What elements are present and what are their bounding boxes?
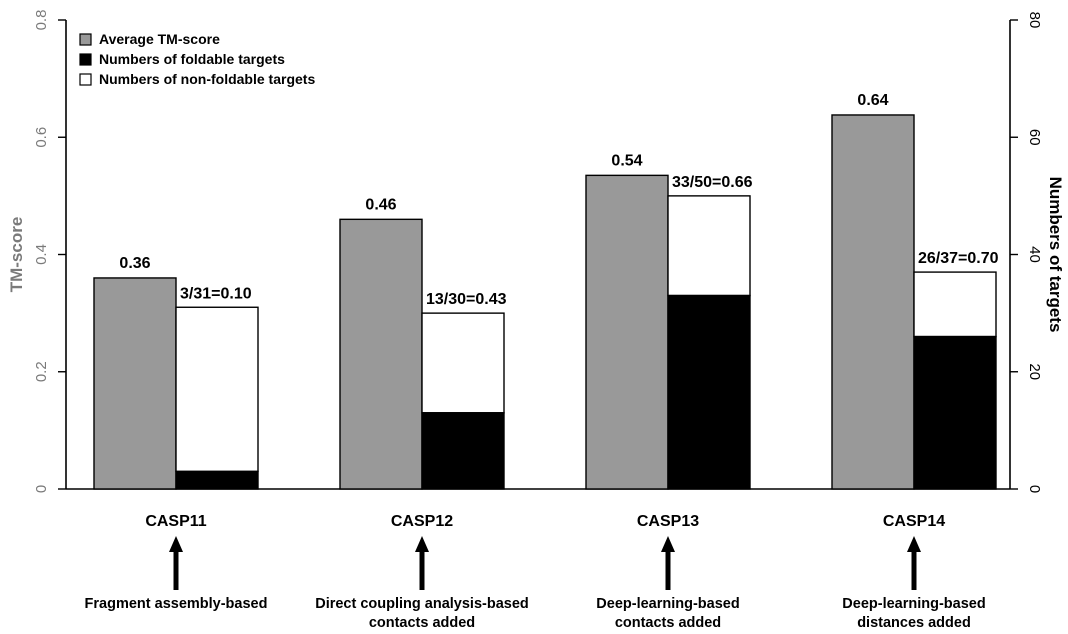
ratio-label: 3/31=0.10 [180,285,252,302]
bars [93,114,997,490]
right-tick-label: 20 [1026,363,1043,380]
left-tick-label: 0 [33,485,50,493]
arrow-head [169,536,183,552]
method-label: Direct coupling analysis-based [315,596,529,612]
legend-label: Average TM-score [99,31,220,47]
right-tick-label: 80 [1026,12,1043,29]
category-label: CASP13 [637,513,699,530]
tm-score-label: 0.36 [119,255,150,272]
non-foldable-bar [667,195,751,297]
left-tick-label: 0.4 [33,244,50,265]
ratio-label: 26/37=0.70 [918,250,999,267]
legend-swatch [79,33,92,46]
foldable-bar [667,294,751,490]
right-tick-label: 60 [1026,129,1043,146]
foldable-bar [913,335,997,490]
method-label: contacts added [615,615,721,631]
non-foldable-bar [421,312,505,414]
arrow-head [907,536,921,552]
left-tick-label: 0.8 [33,10,50,31]
legend-label: Numbers of foldable targets [99,51,285,67]
method-label: Fragment assembly-based [85,596,268,612]
category-label: CASP14 [883,513,945,530]
tm-score-bar [585,174,669,490]
non-foldable-bar [175,306,259,473]
tm-score-bar [339,218,423,490]
method-label: Deep-learning-based [842,596,985,612]
legend: Average TM-score Numbers of foldable targ… [79,31,315,87]
method-label: contacts added [369,615,475,631]
left-tick-label: 0.2 [33,361,50,382]
arrow-head [415,536,429,552]
legend-swatch [79,53,92,66]
category-label: CASP12 [391,513,453,530]
tm-score-label: 0.64 [857,92,888,109]
ratio-label: 13/30=0.43 [426,291,507,308]
arrow-head [661,536,675,552]
method-label: distances added [857,615,971,631]
method-label: Deep-learning-based [596,596,739,612]
y2-axis-title: Numbers of targets [1046,177,1065,333]
non-foldable-bar [913,271,997,338]
legend-label: Numbers of non-foldable targets [99,71,315,87]
labels: 0.36 3/31=0.10 0.46 13/30=0.43 0.54 33/50=0.6… [119,92,998,308]
foldable-bar [421,412,505,490]
annotations: CASP11 Fragment assembly-based CASP12 Direc… [85,513,986,631]
foldable-bar [175,470,259,490]
tm-score-label: 0.54 [611,152,642,169]
y-axis-title: TM-score [7,217,26,293]
tm-score-label: 0.46 [365,196,396,213]
tm-score-bar [831,114,915,490]
category-label: CASP11 [145,513,206,530]
right-tick-label: 40 [1026,246,1043,263]
left-tick-label: 0.6 [33,127,50,148]
legend-swatch [79,73,92,86]
right-tick-label: 0 [1026,485,1043,493]
tm-score-bar [93,277,177,490]
ratio-label: 33/50=0.66 [672,174,753,191]
